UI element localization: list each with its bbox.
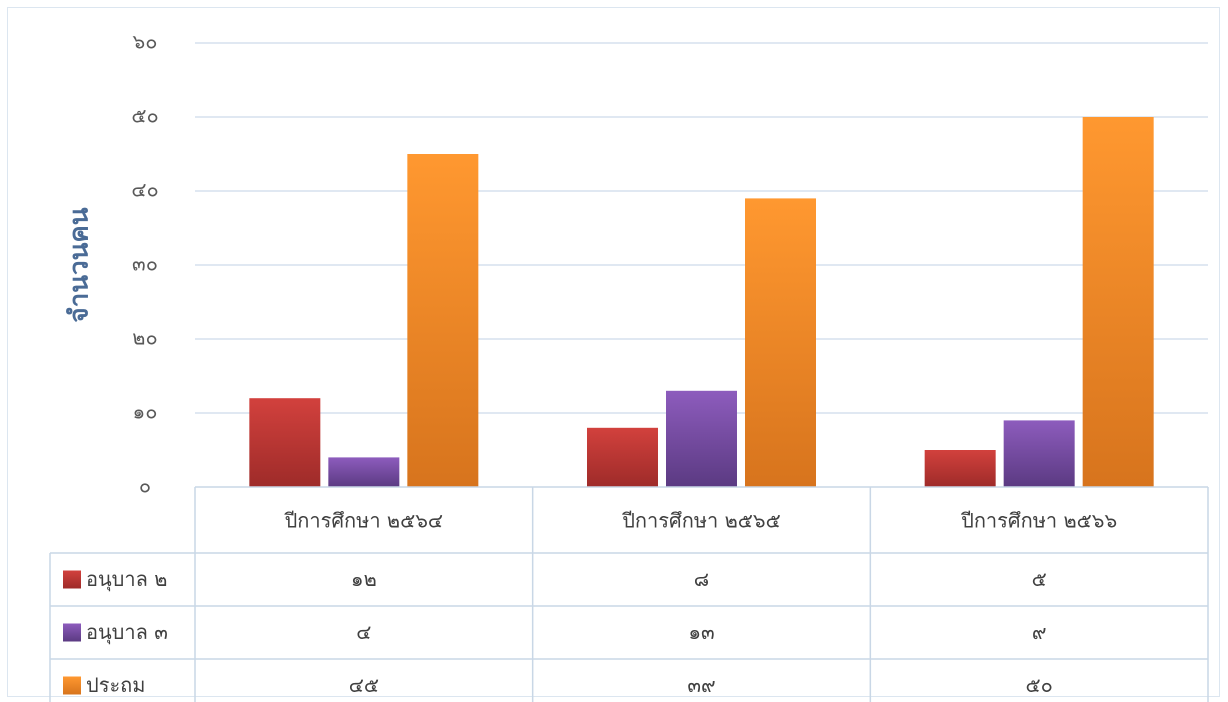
bar <box>407 154 479 487</box>
data-value-label: ๙ <box>1032 620 1047 644</box>
x-category-label: ปีการศึกษา ๒๕๖๕ <box>622 509 781 533</box>
legend-key <box>63 623 81 642</box>
chart-frame <box>7 7 1220 697</box>
bar <box>249 398 321 487</box>
y-tick-label: ๔๐ <box>131 178 158 202</box>
data-value-label: ๓๙ <box>687 673 715 697</box>
bar <box>666 390 737 487</box>
legend-label: ประถม <box>86 673 145 697</box>
bar <box>1082 117 1154 487</box>
y-axis-ticks: ๐ ๑๐ ๒๐ ๓๐ ๔๐ ๕๐ ๖๐ <box>131 30 158 498</box>
legend-label: อนุบาล ๓ <box>86 620 168 645</box>
x-category-label: ปีการศึกษา ๒๕๖๔ <box>284 509 443 533</box>
data-value-label: ๑๒ <box>351 567 377 591</box>
y-tick-label: ๑๐ <box>133 400 158 424</box>
bar <box>328 457 400 487</box>
data-value-label: ๘ <box>694 567 709 591</box>
bar <box>924 450 996 487</box>
bars <box>249 117 1154 487</box>
gridlines <box>195 42 1208 414</box>
y-tick-label: ๕๐ <box>131 104 158 128</box>
legend-key <box>63 570 81 589</box>
y-tick-label: ๓๐ <box>132 252 158 276</box>
data-value-label: ๕๐ <box>1025 673 1052 697</box>
y-axis-label: จำนวนคน <box>65 207 95 322</box>
bar <box>1003 420 1075 487</box>
data-table: ปีการศึกษา ๒๕๖๔ ปีการศึกษา ๒๕๖๕ ปีการศึกษา… <box>49 486 1209 702</box>
bar <box>745 198 816 487</box>
y-tick-label: ๒๐ <box>132 326 157 350</box>
bar <box>587 427 658 487</box>
data-value-label: ๑๓ <box>688 620 714 644</box>
legend-label: อนุบาล ๒ <box>86 567 167 592</box>
data-value-label: ๕ <box>1032 567 1047 591</box>
x-category-label: ปีการศึกษา ๒๕๖๖ <box>961 509 1117 533</box>
y-tick-label: ๐ <box>139 474 151 498</box>
legend-key <box>63 676 81 695</box>
y-tick-label: ๖๐ <box>133 30 158 54</box>
data-value-label: ๔ <box>356 620 371 644</box>
data-value-label: ๔๕ <box>349 673 379 697</box>
